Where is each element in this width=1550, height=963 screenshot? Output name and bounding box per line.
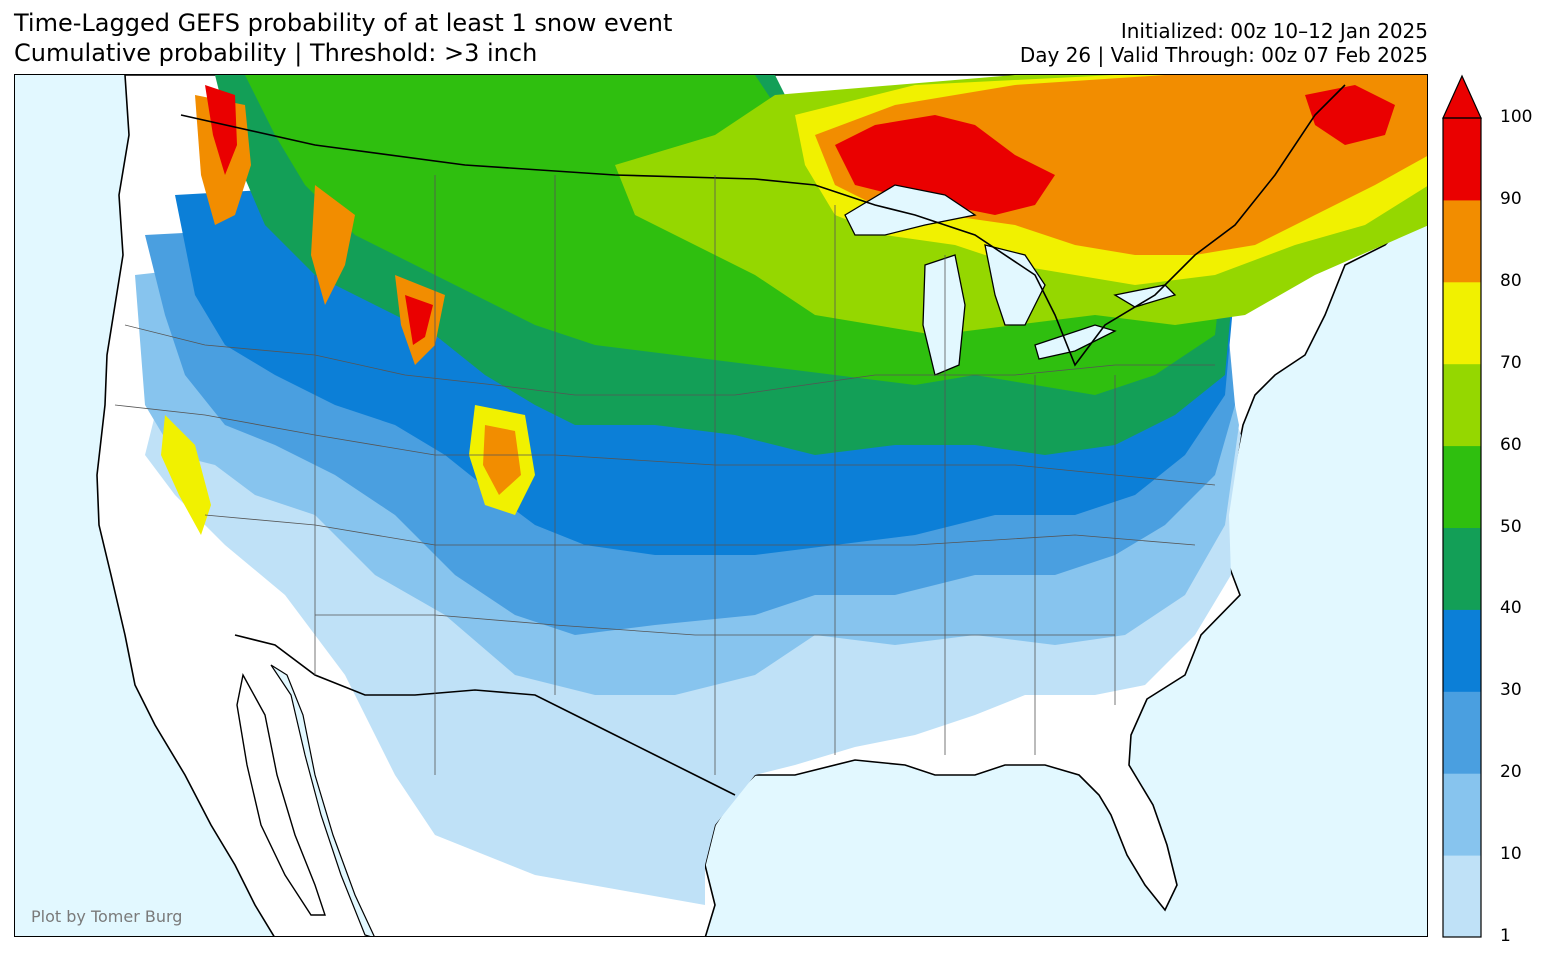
colorbar-tick-label: 60: [1500, 434, 1522, 455]
colorbar-tick-label: 70: [1500, 352, 1522, 373]
prob-max-rockies-n: [311, 185, 355, 305]
lake-superior: [844, 184, 977, 236]
colorbar-tick-label: 40: [1500, 598, 1522, 619]
colorbar-bin: [1443, 281, 1481, 365]
prob-max-sierra: [161, 415, 211, 535]
colorbar-tick-label: 30: [1500, 680, 1522, 701]
colorbar-bin: [1443, 445, 1481, 528]
init-time-label: Initialized: 00z 10–12 Jan 2025: [1120, 19, 1428, 43]
colorbar-bin: [1443, 773, 1481, 856]
colorbar: [1442, 74, 1482, 938]
colorbar-bins: [1443, 118, 1481, 938]
probability-map: [15, 75, 1427, 936]
colorbar-bin: [1443, 609, 1481, 692]
colorbar-tick-label: 1: [1500, 926, 1511, 946]
colorbar-tick-label: 100: [1500, 107, 1533, 127]
colorbar-tick-label: 80: [1500, 270, 1522, 291]
colorbar-tick-label: 90: [1500, 188, 1522, 209]
prob-bin-90-100-ne: [1305, 85, 1395, 145]
state-borders: [114, 175, 1216, 775]
us-mexico-border: [234, 634, 736, 796]
map-title: Time-Lagged GEFS probability of at least…: [14, 9, 673, 37]
prob-max-colorado-core: [483, 425, 521, 495]
valid-time-label: Day 26 | Valid Through: 00z 07 Feb 2025: [1019, 43, 1428, 67]
colorbar-bin: [1443, 855, 1481, 938]
colorbar-bin: [1443, 199, 1481, 283]
colorbar-extend-arrow: [1442, 74, 1482, 119]
colorbar-bin: [1443, 691, 1481, 774]
plot-credit: Plot by Tomer Burg: [31, 907, 183, 926]
colorbar-bin: [1443, 527, 1481, 610]
gulf-of-california: [270, 664, 375, 936]
colorbar-bin: [1443, 118, 1481, 201]
map-panel: Plot by Tomer Burg: [14, 74, 1428, 937]
colorbar-tick-label: 10: [1500, 844, 1522, 865]
lake-michigan: [922, 254, 966, 376]
prob-max-rockies-mt-core: [405, 295, 433, 345]
colorbar-tick-label: 50: [1500, 516, 1522, 537]
colorbar-tick-label: 20: [1500, 762, 1522, 783]
lake-erie: [1034, 324, 1117, 360]
prob-max-cascades-core: [205, 85, 237, 175]
colorbar-bin: [1443, 363, 1481, 447]
map-subtitle: Cumulative probability | Threshold: >3 i…: [14, 39, 538, 67]
us-canada-border: [180, 84, 1346, 367]
probability-field: [135, 75, 1427, 905]
country-borders: [180, 84, 1346, 796]
colorbar-frame: [1442, 117, 1482, 938]
baja-peninsula: [236, 672, 326, 916]
lake-huron: [984, 244, 1046, 326]
